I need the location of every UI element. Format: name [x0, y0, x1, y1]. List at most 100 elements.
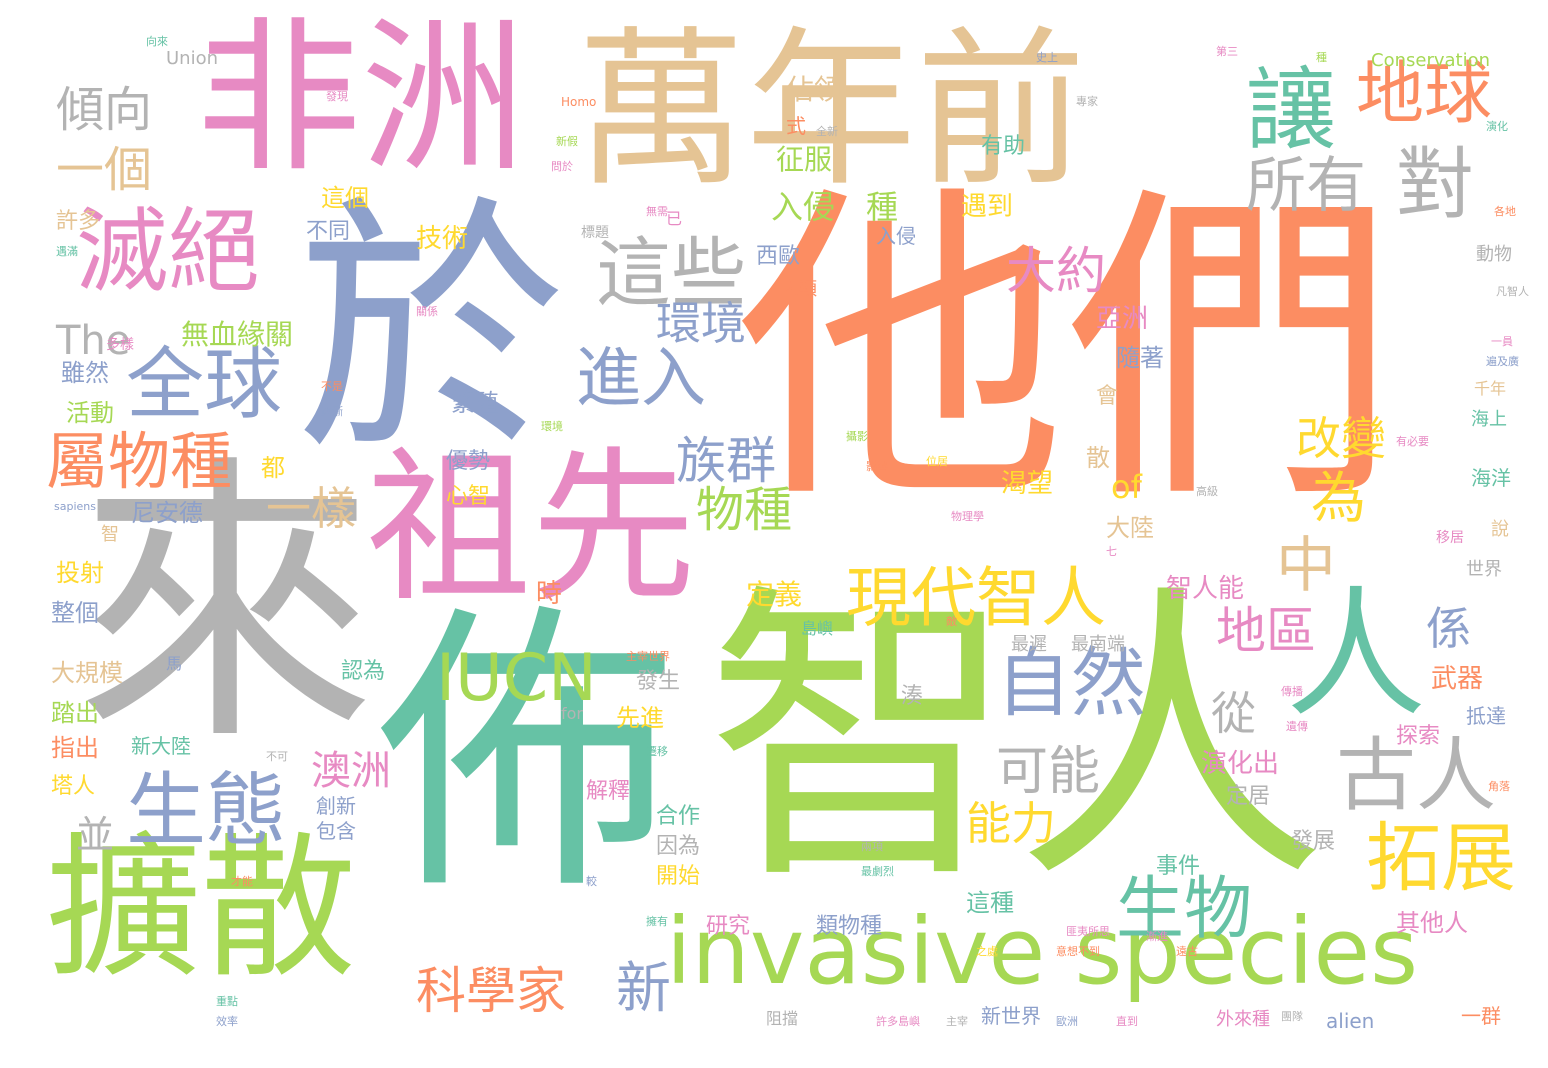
cloud-word: 散 — [1086, 444, 1110, 472]
cloud-word: 心智 — [446, 484, 491, 509]
cloud-word: 非洲 — [196, 16, 526, 194]
cloud-word: 人 — [1286, 574, 1427, 737]
cloud-word: 高級 — [1196, 485, 1218, 498]
cloud-word: 關係 — [416, 305, 438, 318]
cloud-word: 現代智人 — [846, 561, 1107, 636]
cloud-word: 多樣 — [106, 337, 134, 353]
cloud-word: 各地 — [1494, 205, 1516, 218]
cloud-word: 演化出 — [1201, 749, 1280, 779]
cloud-word: 定居 — [1226, 784, 1271, 809]
cloud-word: 於 — [296, 173, 566, 488]
cloud-word: 所有 — [1246, 151, 1366, 221]
cloud-word: 主宰 — [946, 1015, 968, 1028]
cloud-word: 動物 — [1476, 244, 1512, 265]
cloud-word: 標題 — [581, 225, 609, 241]
cloud-word: 會 — [1096, 384, 1119, 409]
cloud-word: 團隊 — [1281, 1010, 1303, 1023]
cloud-word: 優勢 — [446, 449, 491, 474]
cloud-word: 征服 — [776, 143, 833, 176]
cloud-word: 一個 — [56, 142, 153, 198]
cloud-word: 族群 — [676, 432, 776, 490]
cloud-word: 有必要 — [1396, 435, 1429, 448]
cloud-word: 可能 — [996, 742, 1101, 802]
cloud-word: 無血緣關 — [181, 318, 294, 351]
cloud-word: 他們 — [736, 159, 1396, 543]
cloud-word: 這個 — [321, 184, 369, 212]
cloud-word: 許多島嶼 — [876, 1015, 920, 1028]
cloud-word: 影響 — [866, 460, 888, 473]
cloud-word: 改變 — [1296, 412, 1387, 465]
cloud-word: 海洋 — [1471, 466, 1511, 490]
cloud-word: 大陸 — [1106, 514, 1154, 542]
cloud-word: 說 — [1491, 519, 1509, 540]
cloud-word: 全新 — [816, 125, 838, 138]
cloud-word: Conservation — [1371, 50, 1491, 71]
cloud-word: IUCN — [436, 641, 597, 716]
cloud-word: 入侵 — [876, 224, 916, 248]
cloud-word: 智 — [101, 524, 119, 545]
cloud-word: 武器 — [1431, 664, 1484, 694]
cloud-word: 地球 — [1356, 55, 1493, 134]
cloud-word: 才能 — [231, 875, 253, 888]
cloud-word: 古人 — [1336, 729, 1496, 822]
cloud-word: 塔人 — [51, 774, 96, 799]
cloud-word: Union — [166, 48, 219, 69]
cloud-word: 遍及廣 — [1486, 355, 1519, 368]
cloud-word: 直到 — [1116, 1015, 1138, 1028]
cloud-word: 西歐 — [756, 244, 801, 269]
cloud-word: 科學家 — [416, 962, 566, 1020]
cloud-word: 佔領 — [786, 73, 843, 106]
cloud-word: 匪夷所思 — [1066, 925, 1110, 938]
cloud-word: 地區 — [1216, 602, 1316, 660]
cloud-word: 尼安德 — [131, 499, 203, 527]
cloud-word: 環境 — [656, 297, 747, 350]
cloud-word: 無需 — [646, 205, 668, 218]
cloud-word: 角落 — [1488, 780, 1510, 793]
cloud-word: 一員 — [1491, 335, 1513, 348]
cloud-word: 澳洲 — [311, 748, 391, 794]
cloud-word: alien — [1326, 1009, 1375, 1033]
cloud-word: for — [561, 704, 583, 723]
cloud-word: 意想不到 — [1056, 945, 1100, 958]
cloud-word: 專家 — [1076, 95, 1098, 108]
cloud-word: 已 — [666, 209, 683, 228]
cloud-word: 不可 — [266, 750, 288, 763]
cloud-word: 渴望 — [1001, 469, 1054, 499]
cloud-word: 物種 — [696, 482, 793, 538]
cloud-word: 先進 — [616, 704, 664, 732]
cloud-word: 定義 — [746, 578, 803, 611]
cloud-word: 逐漸 — [321, 405, 343, 418]
cloud-word: 包含 — [316, 819, 356, 843]
cloud-word: 解釋 — [586, 779, 631, 804]
cloud-word: 從 — [1211, 687, 1257, 740]
cloud-word: 合作 — [656, 804, 701, 829]
cloud-word: 技術 — [416, 224, 469, 254]
cloud-word: 傳播 — [1281, 685, 1303, 698]
cloud-word: 新世界 — [981, 1004, 1041, 1028]
cloud-word: 發生 — [636, 669, 681, 694]
cloud-word: 島嶼 — [801, 619, 834, 638]
cloud-word: 其他人 — [1396, 909, 1468, 937]
cloud-word: 開始 — [656, 864, 701, 889]
cloud-word: 人類 — [781, 279, 817, 300]
cloud-word: 智人能 — [1166, 574, 1245, 604]
cloud-word: 重點 — [216, 995, 238, 1008]
cloud-word: 最劇烈 — [861, 865, 894, 878]
cloud-word: 都 — [261, 454, 285, 482]
cloud-word: 投射 — [56, 559, 104, 587]
cloud-word: 傾向 — [56, 82, 153, 138]
cloud-word: The — [56, 318, 131, 364]
cloud-word: 演化 — [1486, 120, 1508, 133]
cloud-word: 移居 — [1436, 530, 1464, 546]
cloud-word: 遠古 — [1176, 945, 1198, 958]
cloud-word: 大約 — [1006, 242, 1106, 300]
cloud-word: 漸進 — [1146, 930, 1168, 943]
cloud-word: 整個 — [51, 599, 99, 627]
cloud-word: 兩項 — [861, 840, 883, 853]
cloud-word: 亞洲 — [1096, 304, 1149, 334]
cloud-word: 因為 — [656, 834, 701, 859]
cloud-word: 許多 — [56, 209, 101, 234]
cloud-word: 繁殖 — [451, 389, 499, 417]
cloud-word: 有助 — [981, 134, 1026, 159]
cloud-word: 認為 — [341, 659, 386, 684]
